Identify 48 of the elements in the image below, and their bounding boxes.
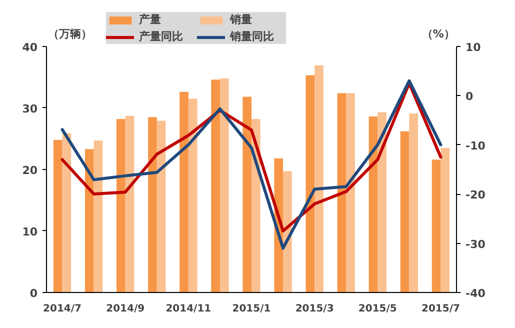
bar: [125, 116, 134, 292]
bar: [440, 148, 450, 292]
bar: [242, 96, 252, 292]
y-tick-label: 0: [30, 287, 38, 300]
bar: [378, 112, 386, 292]
bar: [116, 118, 126, 292]
bar: [368, 116, 378, 292]
bar: [409, 113, 418, 292]
y-tick-label: 30: [22, 102, 38, 116]
x-tick-label: 2015/7: [422, 304, 460, 314]
x-tick-label: 2014/11: [166, 304, 212, 314]
bar: [180, 92, 188, 292]
x-tick-label: 2014/9: [106, 304, 145, 314]
x-tick-label: 2015/5: [358, 304, 397, 314]
y-tick-label: 20: [22, 164, 38, 177]
bar: [94, 140, 103, 292]
bar: [62, 133, 72, 292]
y2-tick-label: 10: [466, 40, 482, 54]
bar: [211, 80, 220, 292]
bar: [400, 131, 410, 292]
bar: [84, 149, 94, 292]
bar: [220, 78, 229, 292]
y-tick-label: 40: [22, 40, 38, 54]
y-tick-label: 10: [22, 225, 38, 238]
bar: [156, 120, 166, 292]
bar: [432, 160, 441, 292]
y2-tick-label: -40: [466, 287, 486, 300]
y2-tick-label: -30: [466, 238, 486, 251]
y2-tick-label: 0: [466, 90, 474, 104]
bar: [337, 93, 346, 292]
x-tick-label: 2015/1: [232, 304, 271, 314]
bar: [283, 171, 292, 292]
bar: [53, 140, 62, 292]
bar: [188, 98, 198, 292]
x-tick-label: 2015/3: [295, 304, 334, 314]
bar: [346, 93, 355, 292]
bar: [148, 117, 157, 292]
y2-axis-title: （%）: [422, 27, 455, 40]
y-axis-title: （万辆）: [48, 27, 92, 40]
bar: [314, 65, 324, 292]
bar: [306, 75, 315, 292]
legend-label: 销量: [230, 12, 253, 27]
x-tick-label: 2014/7: [43, 304, 82, 314]
legend-label: 产量: [139, 12, 162, 27]
y2-tick-label: -20: [466, 188, 486, 202]
y2-tick-label: -10: [466, 139, 486, 152]
legend-label: 产量同比: [139, 29, 184, 44]
legend-label: 销量同比: [230, 29, 275, 44]
